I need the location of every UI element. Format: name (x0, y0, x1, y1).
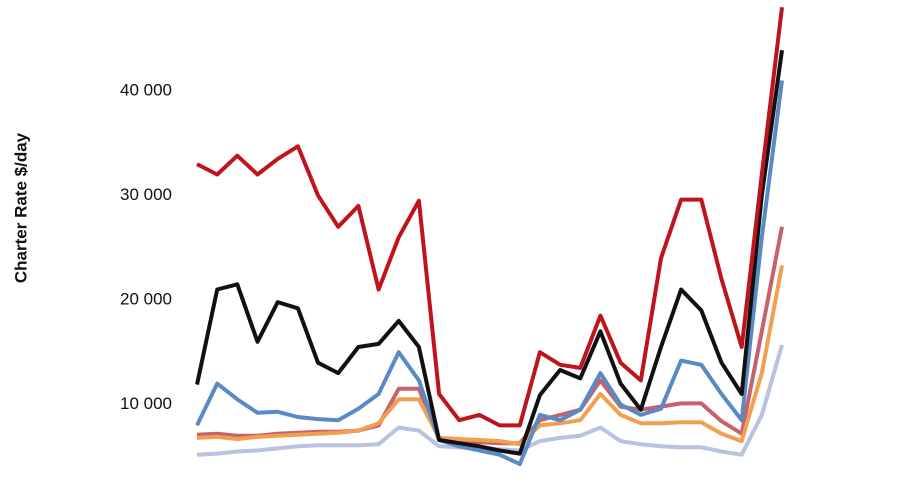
y-tick-label: 30 000 (120, 185, 172, 204)
series-line (196, 7, 784, 428)
series-line (195, 80, 784, 467)
y-tick-label: 40 000 (120, 80, 172, 99)
y-axis-label: Charter Rate $/day (11, 132, 30, 283)
series-line (196, 226, 784, 446)
series-line (195, 49, 784, 456)
y-tick-label: 20 000 (120, 289, 172, 308)
y-tick-label: 10 000 (120, 394, 172, 413)
series-line (196, 265, 784, 447)
